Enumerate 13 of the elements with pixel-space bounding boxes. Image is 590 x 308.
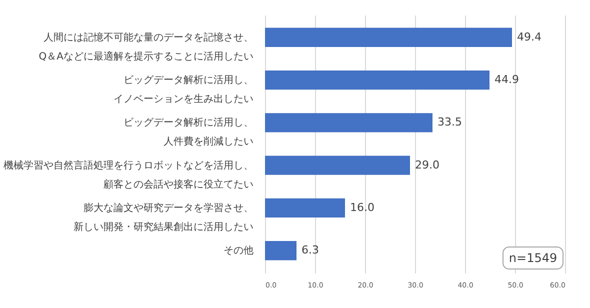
data-label: 16.0 bbox=[350, 200, 374, 214]
y-tick-label: その他 bbox=[224, 244, 254, 257]
y-tick-label: 人間には記憶不可能な量のデータを記憶させ、Q＆Aなどに最適解を提示することに活用したい bbox=[38, 31, 254, 62]
y-tick-label: ビッグデータ解析に活用し、イノベーションを生み出したい bbox=[114, 74, 254, 106]
data-label: 33.5 bbox=[438, 116, 462, 129]
y-tick-label: 機械学習や自然言語処理を行うロボットなどを活用し、顧客との会話や接客に役立てたい bbox=[4, 159, 254, 190]
data-label: 6.3 bbox=[302, 244, 319, 257]
data-label: 44.9 bbox=[494, 73, 519, 86]
data-label: 49.4 bbox=[517, 30, 542, 44]
data-label: 29.0 bbox=[415, 158, 440, 172]
annotation: n=1549 bbox=[508, 251, 558, 265]
y-tick-label: 膨大な論文や研究データを学習させ、新しい開発・研究結果創出に活用したい bbox=[74, 202, 254, 233]
y-tick-label: ビッグデータ解析に活用し、人件費を削減したい bbox=[124, 116, 254, 148]
